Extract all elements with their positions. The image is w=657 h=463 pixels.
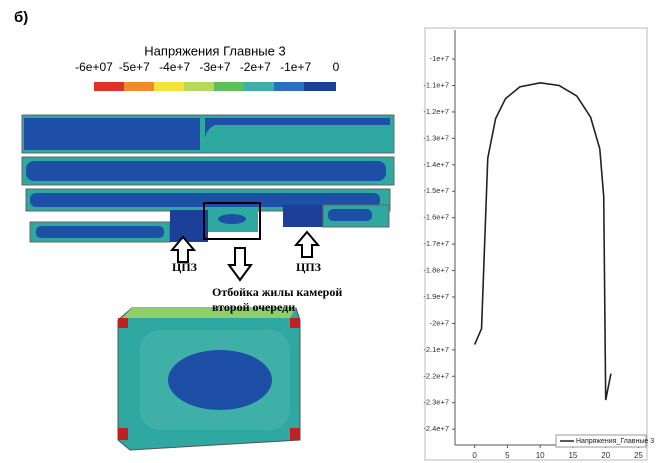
- zone-label: ЦПЗ: [296, 260, 321, 274]
- colorbar-tick-label: -6e+07: [75, 60, 113, 74]
- y-tick-label: -1e+7: [430, 54, 449, 63]
- y-tick-label: -2.2e+7: [423, 371, 449, 380]
- colorbar-tick-label: -3e+7: [199, 60, 230, 74]
- colorbar-tick-label: -4e+7: [159, 60, 190, 74]
- y-tick-label: -1.2e+7: [423, 107, 449, 116]
- y-tick-label: -1.8e+7: [423, 266, 449, 275]
- caption: второй очереди: [212, 300, 295, 314]
- y-tick-label: -1.7e+7: [423, 239, 449, 248]
- stress-contour: [22, 115, 394, 450]
- x-tick-label: 20: [601, 451, 610, 460]
- y-tick-label: -2e+7: [430, 318, 449, 327]
- y-tick-label: -2.4e+7: [423, 424, 449, 433]
- y-tick-label: -1.9e+7: [423, 292, 449, 301]
- y-tick-label: -1.3e+7: [423, 133, 449, 142]
- x-tick-label: 0: [472, 451, 477, 460]
- chart-frame: [425, 28, 647, 460]
- y-tick-label: -1.6e+7: [423, 213, 449, 222]
- colorbar: [94, 82, 336, 91]
- panel-label: б): [14, 9, 28, 26]
- x-tick-label: 25: [634, 451, 643, 460]
- x-tick-label: 10: [536, 451, 545, 460]
- y-tick-label: -2.3e+7: [423, 398, 449, 407]
- colorbar-tick-label: -1e+7: [280, 60, 311, 74]
- colorbar-tick-label: 0: [333, 60, 340, 74]
- colorbar-tick-label: -5e+7: [119, 60, 150, 74]
- y-tick-label: -1.5e+7: [423, 186, 449, 195]
- caption: Отбойка жилы камерой: [212, 285, 342, 299]
- y-tick-label: -1.1e+7: [423, 80, 449, 89]
- y-tick-label: -2.1e+7: [423, 345, 449, 354]
- legend-label: Напряжения_Главные 3: [576, 438, 654, 445]
- zone-label: ЦПЗ: [172, 260, 197, 274]
- colorbar-tick-label: -2e+7: [240, 60, 271, 74]
- figure: б) Напряжения Главные 3 -6e+07 -5e+7 -4e+7…: [0, 0, 657, 463]
- x-tick-label: 15: [568, 451, 577, 460]
- y-tick-label: -1.4e+7: [423, 160, 449, 169]
- x-tick-label: 5: [505, 451, 510, 460]
- colorbar-title: Напряжения Главные 3: [144, 43, 285, 58]
